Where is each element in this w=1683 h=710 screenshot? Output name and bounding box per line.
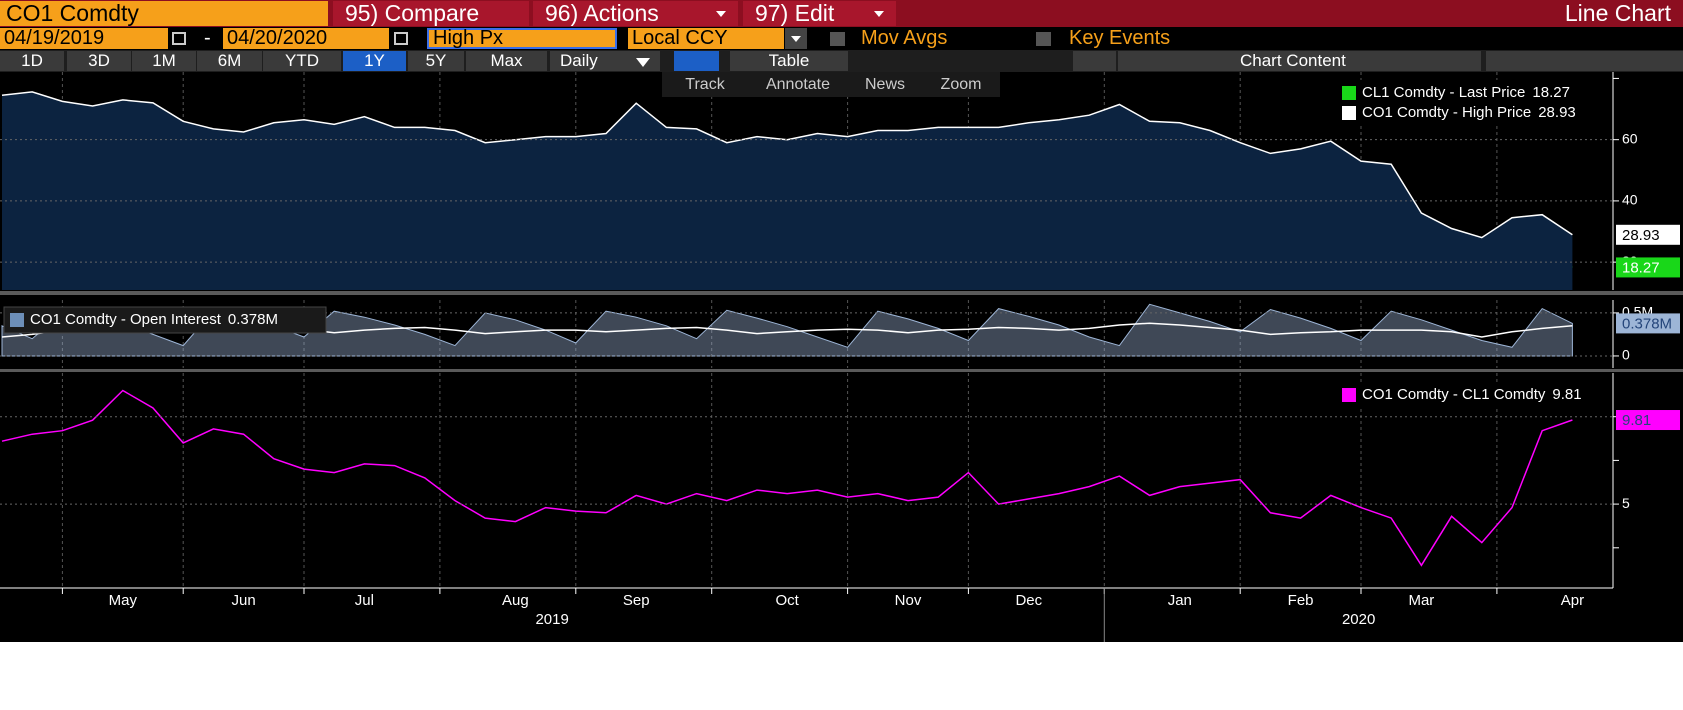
panel-separator (0, 369, 1683, 372)
period-button[interactable]: 5Y (408, 51, 464, 71)
legend-value: 18.27 (1532, 84, 1570, 101)
area (2, 91, 1573, 291)
legend-value: 9.81 (1552, 386, 1581, 403)
legend-swatch (10, 313, 24, 327)
year-label: 2020 (1342, 611, 1375, 628)
x-tick-label: Aug (502, 592, 529, 609)
x-tick-label: May (109, 592, 138, 609)
legend-name: CL1 Comdty - Last Price (1362, 84, 1525, 101)
legend-name: CO1 Comdty - Open Interest (30, 311, 222, 328)
settings-button[interactable] (1486, 51, 1683, 71)
last-value-label: 9.81 (1622, 412, 1651, 429)
header-button[interactable]: 95) Compare (333, 1, 529, 26)
collapse-button[interactable] (1073, 51, 1116, 71)
x-tick-label: Mar (1408, 592, 1434, 609)
currency-select[interactable]: Local CCY (628, 28, 784, 49)
table-button[interactable]: Table (730, 51, 848, 71)
view-title: Line Chart (1564, 0, 1671, 26)
x-tick-label: Oct (776, 592, 800, 609)
legend-entry: CL1 Comdty - Last Price 18.27 (1362, 84, 1570, 101)
chart-tool[interactable]: Track (685, 76, 725, 93)
last-value-tag (1616, 313, 1680, 334)
legend-swatch (1342, 86, 1356, 100)
start-date[interactable]: 04/19/2019 (0, 28, 168, 49)
end-date[interactable]: 04/20/2020 (223, 28, 389, 49)
chart-tools (662, 72, 1000, 97)
option-label[interactable]: Key Events (1069, 27, 1171, 49)
last-value-label: 28.93 (1622, 227, 1660, 244)
y-tick-label: 0 (1622, 347, 1630, 363)
legend-entry: CO1 Comdty - CL1 Comdty 9.81 (1362, 386, 1582, 403)
last-value-tag (1616, 224, 1680, 245)
header-button[interactable]: 96) Actions (533, 1, 738, 26)
period-button[interactable]: 6M (197, 51, 262, 71)
ticker-field[interactable]: CO1 Comdty (0, 1, 328, 26)
legend-entry: CO1 Comdty - High Price 28.93 (1362, 104, 1576, 121)
line (1, 389, 1573, 567)
legend-box (1336, 382, 1606, 408)
last-value-label: 0.378M (1622, 315, 1672, 332)
legend-box (3, 306, 327, 334)
y-tick-label: 5 (1622, 495, 1630, 511)
x-tick-label: Dec (1015, 592, 1042, 609)
chart-tool[interactable]: News (864, 76, 905, 93)
currency-dropdown[interactable] (785, 28, 807, 49)
legend-box (1336, 80, 1606, 126)
period-button[interactable]: 1Y (343, 51, 406, 71)
legend-name: CO1 Comdty - High Price (1362, 104, 1531, 121)
x-tick-label: Nov (895, 592, 922, 609)
y-tick-label: 40 (1622, 192, 1638, 208)
y-tick-label: 60 (1622, 130, 1638, 146)
legend-name: CO1 Comdty - CL1 Comdty (1362, 386, 1546, 403)
field-input[interactable]: High Px (427, 28, 617, 49)
header-button[interactable]: 97) Edit (743, 1, 896, 26)
legend-entry: CO1 Comdty - Open Interest 0.378M (30, 311, 278, 328)
legend-value: 28.93 (1538, 104, 1576, 121)
x-tick-label: Jun (232, 592, 256, 609)
period-button[interactable]: 1M (132, 51, 196, 71)
option-label[interactable]: Mov Avgs (861, 27, 948, 49)
legend-swatch (1342, 106, 1356, 120)
last-value-label: 18.27 (1622, 259, 1660, 276)
option-checkbox[interactable] (830, 32, 845, 46)
year-label: 2019 (535, 611, 568, 628)
period-button[interactable]: 1D (0, 51, 64, 71)
period-button[interactable]: YTD (263, 51, 341, 71)
calendar-icon[interactable] (172, 32, 186, 45)
period-button[interactable]: Max (466, 51, 547, 71)
chart-content-button[interactable]: Chart Content (1118, 51, 1481, 71)
period-button[interactable]: 3D (67, 51, 131, 71)
legend-value: 0.378M (228, 311, 278, 328)
panel-separator (0, 291, 1683, 295)
chart-tool[interactable]: Annotate (765, 76, 831, 93)
date-separator: - (204, 27, 211, 49)
x-tick-label: Jul (355, 592, 374, 609)
x-tick-label: Sep (623, 592, 650, 609)
legend-swatch (1342, 388, 1356, 402)
x-tick-label: Feb (1288, 592, 1314, 609)
frequency-select[interactable]: Daily (550, 51, 660, 71)
line (1, 91, 1573, 239)
option-checkbox[interactable] (1036, 32, 1051, 46)
chart-tool[interactable]: Zoom (940, 76, 982, 93)
last-value-tag (1616, 257, 1680, 278)
calendar-icon[interactable] (394, 32, 408, 45)
x-tick-label: Jan (1168, 592, 1192, 609)
last-value-tag (1616, 410, 1680, 431)
chart-type-icon[interactable] (674, 51, 719, 71)
x-tick-label: Apr (1561, 592, 1584, 609)
